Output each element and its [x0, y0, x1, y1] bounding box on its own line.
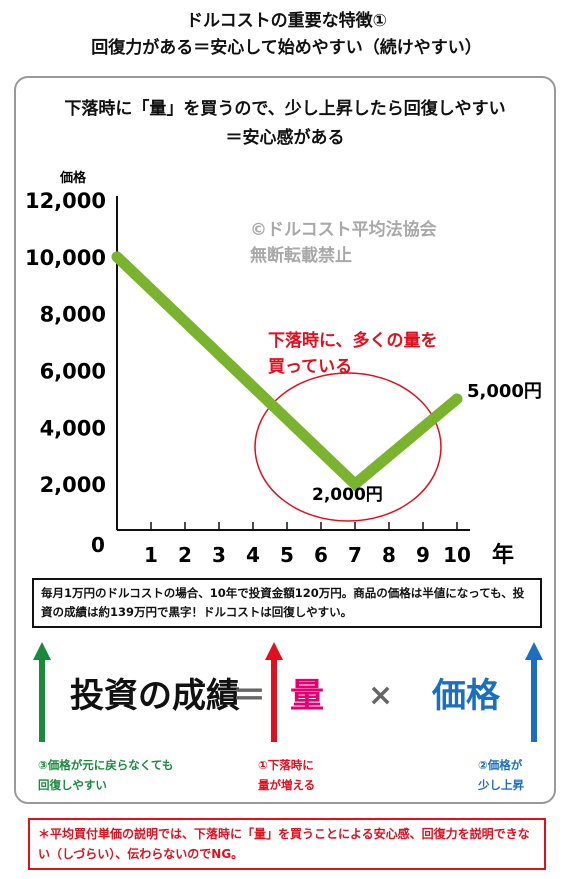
- chart-panel: [14, 76, 556, 804]
- caption-green-line1: ③価格が元に戻らなくても: [38, 758, 174, 772]
- equation-result: 投資の成績: [70, 676, 240, 716]
- footer-warning: ＊平均買付単価の説明では、下落時に「量」を買うことによる安心感、回復力を説明でき…: [28, 818, 546, 870]
- caption-red-line2: 量が増える: [258, 778, 316, 792]
- explanation-note: 毎月1万円のドルコストの場合、10年で投資金額120万円。商品の価格は半値になっ…: [32, 578, 542, 628]
- equation-price: 価格: [432, 676, 500, 716]
- watermark-line2: 無断転載禁止: [250, 245, 352, 266]
- highlight-circle: [254, 372, 442, 522]
- panel-subtitle-line2: ＝安心感がある: [225, 128, 345, 148]
- x-tick-label: 3: [212, 543, 226, 567]
- annotation-line1: 下落時に、多くの量を: [268, 330, 438, 351]
- y-tick-label: 10,000: [25, 246, 106, 270]
- caption-blue: ②価格が 少し上昇: [478, 755, 524, 795]
- x-tick-label: 4: [246, 543, 260, 567]
- page-title: ドルコストの重要な特徴①: [185, 11, 388, 31]
- end-point-label: 5,000円: [467, 381, 542, 402]
- panel-subtitle-line1: 下落時に「量」を買うので、少し上昇したら回復しやすい: [64, 99, 506, 119]
- x-tick-label: 5: [280, 543, 294, 567]
- caption-green-line2: 回復しやすい: [38, 778, 107, 792]
- origin-label: 0: [91, 533, 105, 557]
- y-tick-label: 8,000: [40, 303, 106, 327]
- blue-arrow-icon: [525, 642, 543, 742]
- low-point-label: 2,000円: [312, 485, 383, 505]
- page-subtitle: 回復力がある＝安心して始めやすい（続けやすい）: [91, 38, 482, 58]
- x-tick-label: 6: [314, 543, 328, 567]
- x-tick-label: 9: [416, 543, 430, 567]
- equation-equals: ＝: [232, 676, 266, 716]
- x-tick-label: 2: [178, 543, 192, 567]
- price-series-line: [111, 251, 463, 492]
- y-tick-label: 12,000: [25, 189, 106, 213]
- x-tick-label: 7: [348, 543, 362, 567]
- y-tick-label: 6,000: [40, 360, 106, 384]
- y-tick-label: 4,000: [40, 416, 106, 440]
- caption-blue-line2: 少し上昇: [478, 778, 524, 792]
- caption-blue-line1: ②価格が: [478, 758, 523, 772]
- caption-red: ①下落時に 量が増える: [258, 755, 315, 795]
- equation-quantity: 量: [290, 676, 324, 716]
- annotation-line2: 買っている: [268, 357, 352, 377]
- caption-green: ③価格が元に戻らなくても 回復しやすい: [38, 755, 173, 795]
- x-tick-label: 10: [443, 543, 471, 567]
- x-axis-label: 年: [492, 542, 514, 568]
- caption-red-line1: ①下落時に: [258, 758, 314, 772]
- green-arrow-icon: [33, 642, 51, 742]
- equation-times: ×: [368, 678, 394, 713]
- x-tick-label: 1: [144, 543, 158, 567]
- x-tick-label: 8: [382, 543, 396, 567]
- y-tick-label: 2,000: [40, 473, 106, 497]
- y-axis-label: 価格: [59, 170, 87, 186]
- red-arrow-icon: [265, 642, 283, 742]
- watermark-line1: ©ドルコスト平均法協会: [250, 219, 437, 240]
